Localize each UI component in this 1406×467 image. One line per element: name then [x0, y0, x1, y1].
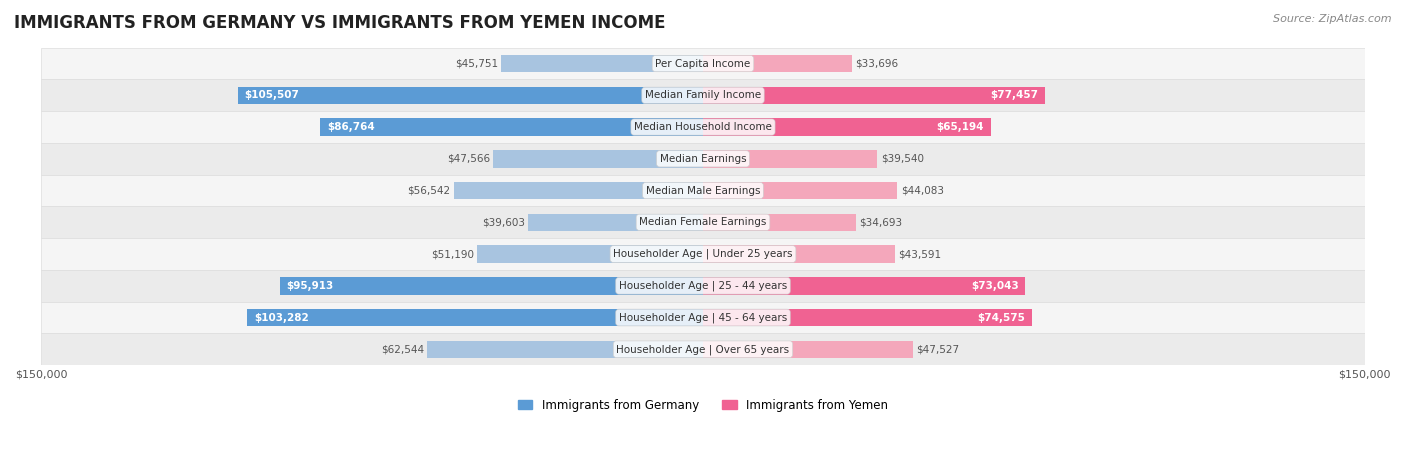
Bar [427, 340, 703, 358]
Bar [477, 245, 703, 263]
FancyBboxPatch shape [41, 175, 1365, 206]
Text: $65,194: $65,194 [936, 122, 984, 132]
Text: Per Capita Income: Per Capita Income [655, 58, 751, 69]
Bar [703, 55, 852, 72]
Text: $86,764: $86,764 [326, 122, 374, 132]
FancyBboxPatch shape [41, 79, 1365, 111]
Bar [501, 55, 703, 72]
Bar [529, 213, 703, 231]
FancyBboxPatch shape [41, 143, 1365, 175]
Bar [494, 150, 703, 168]
Bar [280, 277, 703, 295]
FancyBboxPatch shape [41, 302, 1365, 333]
Text: $62,544: $62,544 [381, 344, 423, 354]
FancyBboxPatch shape [41, 238, 1365, 270]
Text: $95,913: $95,913 [287, 281, 333, 291]
FancyBboxPatch shape [41, 333, 1365, 365]
Text: $56,542: $56,542 [408, 185, 450, 196]
Text: Median Household Income: Median Household Income [634, 122, 772, 132]
Text: $77,457: $77,457 [990, 90, 1038, 100]
Bar [247, 309, 703, 326]
Bar [321, 118, 703, 136]
Bar [703, 213, 856, 231]
FancyBboxPatch shape [41, 270, 1365, 302]
Text: $73,043: $73,043 [972, 281, 1018, 291]
Text: $105,507: $105,507 [245, 90, 299, 100]
Text: Householder Age | 45 - 64 years: Householder Age | 45 - 64 years [619, 312, 787, 323]
FancyBboxPatch shape [41, 48, 1365, 79]
Text: $47,566: $47,566 [447, 154, 489, 164]
Bar [454, 182, 703, 199]
Text: $45,751: $45,751 [454, 58, 498, 69]
Text: $74,575: $74,575 [977, 312, 1025, 323]
Bar [703, 309, 1032, 326]
Bar [703, 86, 1045, 104]
Text: Median Male Earnings: Median Male Earnings [645, 185, 761, 196]
Text: $47,527: $47,527 [915, 344, 959, 354]
Bar [703, 150, 877, 168]
Text: Median Family Income: Median Family Income [645, 90, 761, 100]
Text: Median Female Earnings: Median Female Earnings [640, 217, 766, 227]
Text: $34,693: $34,693 [859, 217, 903, 227]
Bar [238, 86, 703, 104]
Text: Householder Age | Over 65 years: Householder Age | Over 65 years [616, 344, 790, 354]
Text: $39,540: $39,540 [880, 154, 924, 164]
Text: Median Earnings: Median Earnings [659, 154, 747, 164]
FancyBboxPatch shape [41, 111, 1365, 143]
Text: $39,603: $39,603 [482, 217, 524, 227]
Bar [703, 118, 991, 136]
Bar [703, 340, 912, 358]
Text: IMMIGRANTS FROM GERMANY VS IMMIGRANTS FROM YEMEN INCOME: IMMIGRANTS FROM GERMANY VS IMMIGRANTS FR… [14, 14, 665, 32]
Text: $103,282: $103,282 [254, 312, 309, 323]
FancyBboxPatch shape [41, 206, 1365, 238]
Bar [703, 245, 896, 263]
Text: $33,696: $33,696 [855, 58, 898, 69]
Text: Householder Age | Under 25 years: Householder Age | Under 25 years [613, 249, 793, 259]
Text: Householder Age | 25 - 44 years: Householder Age | 25 - 44 years [619, 281, 787, 291]
Legend: Immigrants from Germany, Immigrants from Yemen: Immigrants from Germany, Immigrants from… [513, 394, 893, 417]
Bar [703, 277, 1025, 295]
Bar [703, 182, 897, 199]
Text: $51,190: $51,190 [430, 249, 474, 259]
Text: $43,591: $43,591 [898, 249, 942, 259]
Text: $44,083: $44,083 [901, 185, 943, 196]
Text: Source: ZipAtlas.com: Source: ZipAtlas.com [1274, 14, 1392, 24]
